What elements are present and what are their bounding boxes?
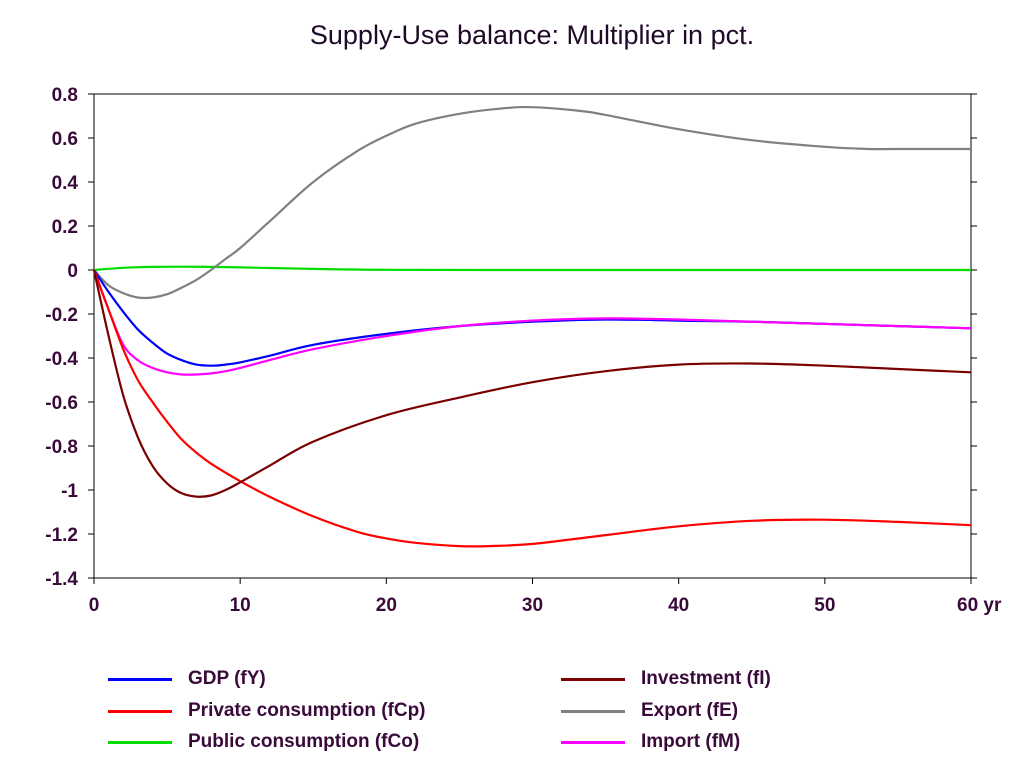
legend-swatch-import — [561, 740, 625, 744]
y-tick-label: -0.8 — [45, 437, 78, 458]
x-tick-label: 60 yr — [957, 595, 1002, 616]
series-line-export — [93, 105, 971, 300]
x-tick-label: 50 — [814, 595, 835, 616]
y-tick-label: -0.2 — [45, 305, 78, 326]
x-tick-label: 0 — [89, 595, 100, 616]
legend-swatch-private-consumption — [108, 709, 172, 713]
legend-swatch-export — [561, 709, 625, 713]
legend-label-private-consumption: Private consumption (fCp) — [188, 700, 426, 721]
y-tick-label: -1.2 — [45, 525, 78, 546]
x-tick-label: 20 — [376, 595, 397, 616]
y-tick-label: -0.6 — [45, 393, 78, 414]
series-line-public-consumption — [93, 265, 971, 272]
legend-item-investment: Investment (fI) — [561, 667, 771, 691]
legend-label-public-consumption: Public consumption (fCo) — [188, 731, 420, 752]
x-tick-label: 30 — [522, 595, 543, 616]
y-tick-label: 0.4 — [52, 173, 79, 194]
legend-label-gdp: GDP (fY) — [188, 668, 266, 689]
legend-item-export: Export (fE) — [561, 699, 738, 723]
legend-item-private-consumption: Private consumption (fCp) — [108, 699, 426, 723]
legend-item-public-consumption: Public consumption (fCo) — [108, 730, 419, 754]
y-tick-label: 0.2 — [52, 217, 78, 238]
y-tick-label: 0.6 — [52, 129, 78, 150]
y-tick-label: 0.8 — [52, 85, 78, 106]
x-tick-label: 10 — [230, 595, 251, 616]
y-tick-label: -0.4 — [45, 349, 78, 370]
legend-item-import: Import (fM) — [561, 730, 740, 754]
y-tick-label: 0 — [67, 261, 78, 282]
y-tick-label: -1 — [61, 481, 78, 502]
series-line-private-consumption — [92, 269, 972, 548]
plot-frame — [93, 93, 972, 579]
series-line-gdp — [93, 269, 972, 367]
x-tick-label: 40 — [668, 595, 689, 616]
legend-swatch-gdp — [108, 677, 172, 681]
legend-label-import: Import (fM) — [641, 731, 741, 752]
series-line-investment — [92, 269, 972, 498]
legend-swatch-investment — [561, 677, 625, 681]
legend-swatch-public-consumption — [108, 740, 172, 744]
chart-title: Supply-Use balance: Multiplier in pct. — [309, 20, 755, 50]
y-tick-label: -1.4 — [45, 569, 78, 590]
legend-label-investment: Investment (fI) — [641, 668, 771, 689]
legend-item-gdp: GDP (fY) — [108, 667, 266, 691]
series-line-import — [92, 269, 972, 376]
legend-label-export: Export (fE) — [641, 700, 739, 721]
